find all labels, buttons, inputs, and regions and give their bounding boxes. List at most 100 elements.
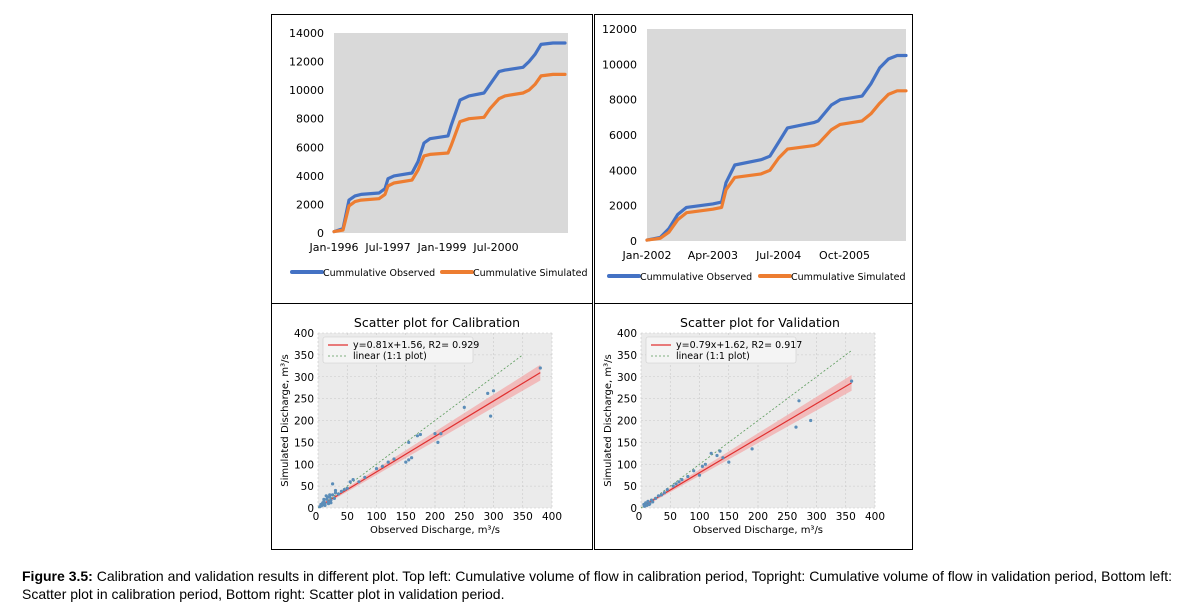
y-tick-label: 10000 — [289, 84, 324, 97]
y-tick-label: 6000 — [609, 129, 637, 142]
data-point — [342, 488, 346, 492]
data-point — [331, 493, 335, 497]
identity-line — [317, 354, 523, 509]
data-point — [646, 499, 650, 503]
data-point — [686, 474, 690, 479]
data-point — [709, 451, 713, 455]
x-tick-label: 300 — [806, 511, 826, 523]
data-point — [332, 496, 336, 500]
validation-cumulative-chart: 0 2000 4000 6000 8000 10000 12000 Jan-2002 Apr-2… — [602, 23, 908, 283]
legend-label-1: Cummulative Simulated — [791, 272, 906, 283]
y-tick-label: 250 — [617, 394, 637, 406]
legend-box — [645, 336, 797, 364]
x-axis-label: Observed Discharge, m³/s — [693, 525, 823, 536]
figure-caption: Figure 3.5: Calibration and validation r… — [22, 567, 1172, 603]
data-point — [333, 488, 338, 493]
data-point — [489, 414, 493, 418]
y-tick-label: 200 — [617, 416, 637, 428]
data-point — [692, 469, 696, 473]
data-point — [439, 432, 443, 436]
data-point — [328, 495, 332, 499]
data-point — [647, 502, 651, 507]
data-point — [538, 366, 542, 370]
data-point — [727, 460, 731, 464]
data-point — [328, 493, 332, 497]
data-point — [329, 501, 333, 505]
validation-cumulative-panel: 0 2000 4000 6000 8000 10000 12000 Jan-2002 Apr-2… — [594, 14, 913, 304]
legend-fit-label: y=0.81x+1.56, R2= 0.929 — [353, 340, 479, 351]
data-point — [392, 457, 396, 461]
data-point — [642, 504, 647, 508]
y-tick-label: 2000 — [609, 200, 637, 213]
x-tick-label: 250 — [777, 511, 797, 523]
y-tick-label: 350 — [294, 350, 314, 362]
legend-box — [322, 336, 474, 364]
x-tick-label: 50 — [664, 511, 677, 523]
y-tick-label: 2000 — [296, 198, 324, 211]
validation-scatter-panel: Scatter plot for Validation 0 50 100 150 200 2… — [594, 303, 913, 550]
plot-area — [334, 33, 568, 233]
y-tick-label: 50 — [301, 481, 314, 493]
series-line-0 — [645, 53, 908, 242]
x-tick-label: Jan-1996 — [309, 241, 359, 254]
fit-line — [320, 372, 541, 507]
y-tick-label: 0 — [630, 503, 637, 515]
calibration-scatter-panel: Scatter plot for Calibration 0 50 100 150 200… — [271, 303, 593, 550]
y-tick-label: 200 — [294, 416, 314, 428]
y-tick-label: 8000 — [609, 94, 637, 107]
data-point — [674, 482, 678, 486]
x-tick-label: 200 — [425, 511, 445, 523]
data-point — [486, 391, 490, 395]
data-point — [348, 480, 352, 484]
y-tick-label: 350 — [617, 350, 637, 362]
x-tick-label: 200 — [748, 511, 768, 523]
y-tick-label: 50 — [624, 481, 637, 493]
y-tick-label: 0 — [307, 503, 314, 515]
x-tick-label: Oct-2005 — [819, 249, 870, 262]
data-point — [407, 440, 411, 444]
data-point — [715, 453, 719, 458]
data-point — [325, 495, 329, 499]
y-tick-label: 400 — [617, 328, 637, 340]
confidence-band — [643, 375, 852, 507]
data-point — [697, 473, 702, 477]
x-tick-label: Jul-2004 — [755, 249, 801, 262]
validation-scatter-chart: Scatter plot for Validation 0 50 100 150 200 2… — [603, 315, 885, 536]
data-point — [351, 478, 355, 482]
data-point — [850, 379, 854, 383]
data-point — [462, 405, 466, 409]
data-point — [809, 418, 813, 423]
x-tick-label: Apr-2003 — [688, 249, 738, 262]
y-tick-label: 14000 — [289, 27, 324, 40]
data-point — [677, 480, 681, 484]
y-tick-label: 4000 — [609, 164, 637, 177]
chart-title: Scatter plot for Calibration — [354, 315, 520, 330]
data-point — [436, 440, 440, 444]
data-point — [651, 500, 655, 504]
x-tick-label: 400 — [542, 511, 562, 523]
x-tick-label: Jan-1999 — [417, 241, 467, 254]
data-point — [433, 432, 437, 436]
data-point — [750, 447, 754, 451]
x-tick-label: Jul-2000 — [472, 241, 518, 254]
data-point — [703, 462, 707, 466]
figure-caption-text: Calibration and validation results in di… — [22, 568, 1173, 602]
x-tick-label: 150 — [719, 511, 739, 523]
data-point — [326, 502, 331, 506]
y-tick-label: 0 — [630, 235, 637, 248]
data-point — [700, 464, 704, 468]
legend-label-0: Cummulative Observed — [323, 268, 435, 279]
legend-label-1: Cummulative Simulated — [473, 268, 588, 279]
data-point — [333, 491, 338, 495]
data-point — [386, 460, 390, 464]
x-tick-label: 150 — [396, 511, 416, 523]
y-tick-label: 4000 — [296, 170, 324, 183]
data-point — [407, 458, 411, 462]
y-tick-label: 250 — [294, 394, 314, 406]
data-point — [671, 484, 675, 488]
confidence-band — [320, 364, 541, 507]
y-tick-label: 6000 — [296, 141, 324, 154]
data-point — [331, 482, 335, 486]
x-tick-label: Jan-2002 — [622, 249, 672, 262]
x-tick-label: 350 — [836, 511, 856, 523]
